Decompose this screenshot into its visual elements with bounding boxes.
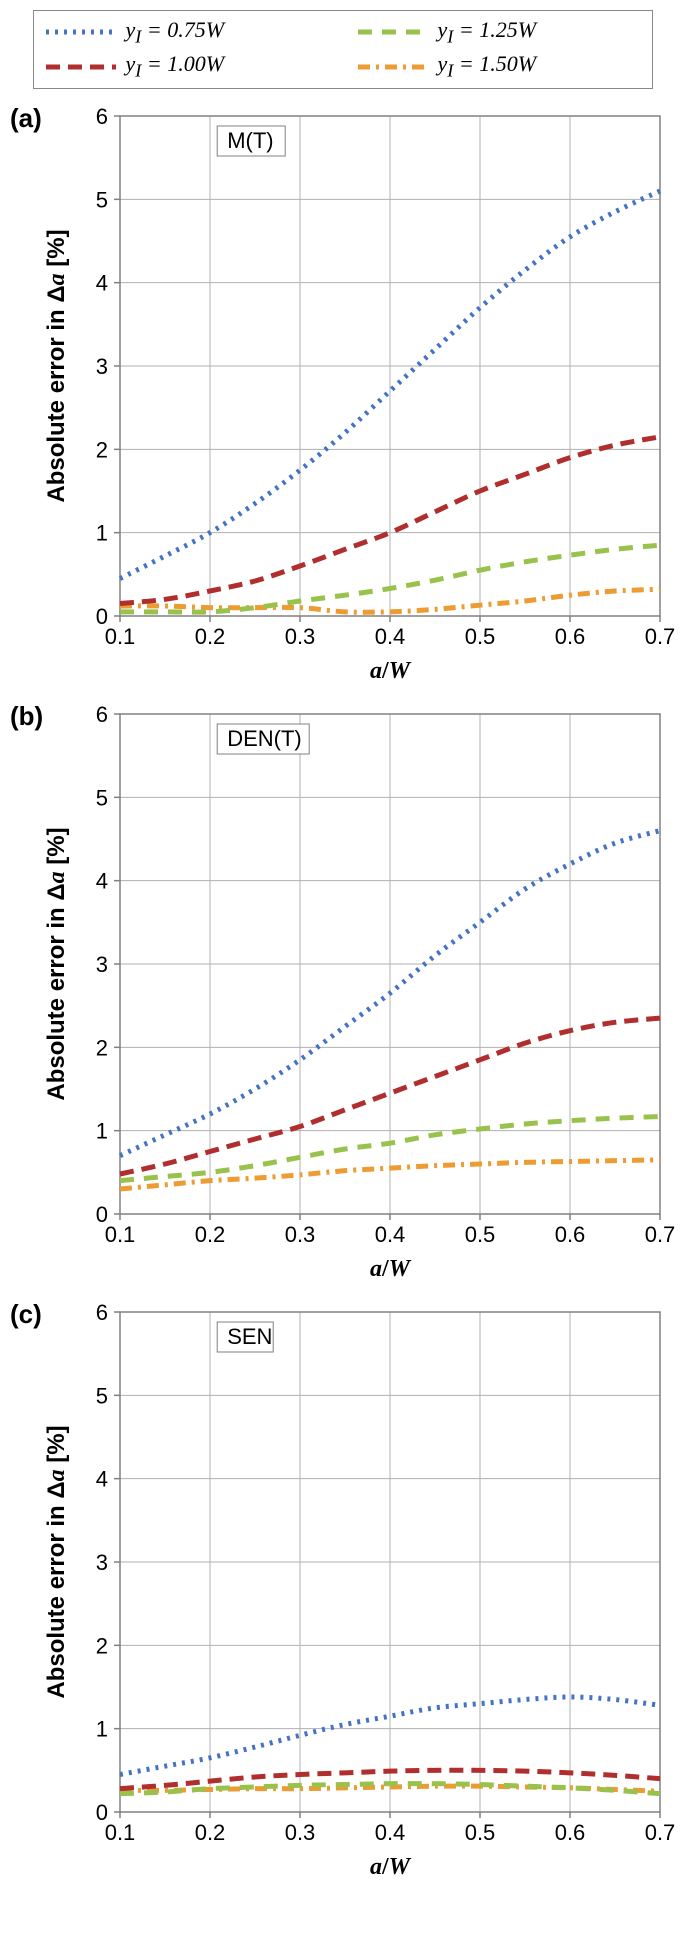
legend-label: yI = 0.75W — [126, 17, 225, 47]
y-tick-label: 0 — [96, 1800, 108, 1825]
chart-panel-a: (a) M(T) 0.1 0.2 0.3 0.4 0.5 0.6 0.7 0 1 2 3 4 5 6 a/W Ab… — [10, 101, 675, 691]
y-tick-label: 5 — [96, 785, 108, 810]
legend-swatch — [46, 57, 116, 77]
y-tick-label: 1 — [96, 1716, 108, 1741]
panel-tag: M(T) — [227, 128, 273, 153]
x-axis-label: a/W — [370, 1256, 412, 1282]
y-tick-label: 6 — [96, 702, 108, 727]
y-tick-label: 3 — [96, 1550, 108, 1575]
chart-svg: DEN(T) 0.1 0.2 0.3 0.4 0.5 0.6 0.7 0 1 2 3 4 5 6 a/W Abs… — [40, 699, 675, 1289]
legend-swatch — [46, 22, 116, 42]
panel-letter: (c) — [10, 1299, 42, 1330]
y-tick-label: 4 — [96, 1466, 108, 1491]
x-axis-label: a/W — [370, 1854, 412, 1880]
panel-letter: (b) — [10, 701, 43, 732]
y-tick-label: 5 — [96, 187, 108, 212]
x-tick-label: 0.2 — [195, 1820, 226, 1845]
y-tick-label: 1 — [96, 1118, 108, 1143]
panel-tag: DEN(T) — [227, 726, 302, 751]
y-axis-label: Absolute error in Δa [%] — [43, 229, 70, 502]
x-tick-label: 0.3 — [285, 1222, 316, 1247]
chart-svg: M(T) 0.1 0.2 0.3 0.4 0.5 0.6 0.7 0 1 2 3 4 5 6 a/W Absol… — [40, 101, 675, 691]
legend: yI = 0.75W yI = 1.25W yI = 1.00W yI = 1.50W — [33, 10, 653, 89]
legend-label: yI = 1.00W — [126, 51, 225, 81]
panel-letter: (a) — [10, 103, 42, 134]
y-tick-label: 0 — [96, 1202, 108, 1227]
y-tick-label: 0 — [96, 604, 108, 629]
y-axis-label: Absolute error in Δa [%] — [43, 827, 70, 1100]
x-tick-label: 0.1 — [105, 624, 136, 649]
chart-panel-c: (c) SEN 0.1 0.2 0.3 0.4 0.5 0.6 0.7 0 1 2 3 4 5 6 a/W Abs… — [10, 1297, 675, 1887]
x-tick-label: 0.1 — [105, 1820, 136, 1845]
x-tick-label: 0.6 — [555, 1222, 586, 1247]
legend-item: yI = 0.75W — [46, 17, 328, 47]
y-tick-label: 4 — [96, 270, 108, 295]
y-tick-label: 5 — [96, 1383, 108, 1408]
panel-tag: SEN — [227, 1324, 272, 1349]
y-tick-label: 2 — [96, 1633, 108, 1658]
y-tick-label: 3 — [96, 354, 108, 379]
x-tick-label: 0.7 — [645, 1222, 675, 1247]
x-tick-label: 0.5 — [465, 1820, 496, 1845]
legend-item: yI = 1.25W — [358, 17, 640, 47]
x-tick-label: 0.7 — [645, 624, 675, 649]
x-tick-label: 0.4 — [375, 1222, 406, 1247]
chart-svg: SEN 0.1 0.2 0.3 0.4 0.5 0.6 0.7 0 1 2 3 4 5 6 a/W Absolu… — [40, 1297, 675, 1887]
x-tick-label: 0.3 — [285, 1820, 316, 1845]
y-tick-label: 4 — [96, 868, 108, 893]
x-tick-label: 0.2 — [195, 624, 226, 649]
x-tick-label: 0.6 — [555, 1820, 586, 1845]
x-tick-label: 0.5 — [465, 624, 496, 649]
x-tick-label: 0.6 — [555, 624, 586, 649]
y-tick-label: 2 — [96, 1035, 108, 1060]
y-tick-label: 1 — [96, 520, 108, 545]
legend-swatch — [358, 22, 428, 42]
y-tick-label: 2 — [96, 437, 108, 462]
legend-item: yI = 1.00W — [46, 51, 328, 81]
chart-panel-b: (b) DEN(T) 0.1 0.2 0.3 0.4 0.5 0.6 0.7 0 1 2 3 4 5 6 a/W… — [10, 699, 675, 1289]
legend-swatch — [358, 57, 428, 77]
y-tick-label: 3 — [96, 952, 108, 977]
x-tick-label: 0.7 — [645, 1820, 675, 1845]
y-axis-label: Absolute error in Δa [%] — [43, 1425, 70, 1698]
y-tick-label: 6 — [96, 104, 108, 129]
x-tick-label: 0.4 — [375, 624, 406, 649]
x-tick-label: 0.1 — [105, 1222, 136, 1247]
x-tick-label: 0.4 — [375, 1820, 406, 1845]
x-axis-label: a/W — [370, 658, 412, 684]
y-tick-label: 6 — [96, 1300, 108, 1325]
x-tick-label: 0.3 — [285, 624, 316, 649]
legend-item: yI = 1.50W — [358, 51, 640, 81]
legend-label: yI = 1.50W — [438, 51, 537, 81]
legend-label: yI = 1.25W — [438, 17, 537, 47]
x-tick-label: 0.5 — [465, 1222, 496, 1247]
x-tick-label: 0.2 — [195, 1222, 226, 1247]
